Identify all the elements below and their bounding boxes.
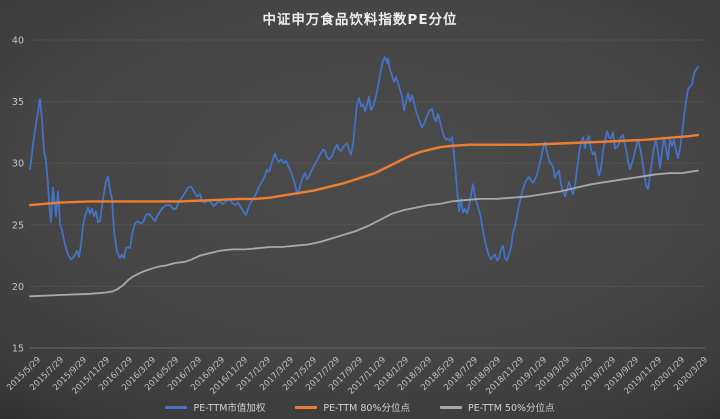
y-tick-label: 35 xyxy=(12,97,24,108)
gridlines xyxy=(30,39,705,349)
series-line-1 xyxy=(28,133,700,207)
y-tick-label: 30 xyxy=(12,159,24,170)
y-tick-label: 40 xyxy=(12,36,24,47)
series-line-2 xyxy=(29,169,699,298)
legend-item-2: PE-TTM 50%分位点 xyxy=(439,400,555,414)
legend-swatch-icon xyxy=(439,405,462,409)
y-axis-labels: 40 35 30 25 20 15 xyxy=(12,36,24,355)
legend-label: PE-TTM市值加权 xyxy=(193,403,266,414)
y-tick-label: 20 xyxy=(12,282,24,293)
x-axis-labels: 2015/5/292015/7/292015/9/292015/11/29201… xyxy=(5,355,710,397)
series-line-0 xyxy=(29,56,699,262)
legend-item-1: PE-TTM 80%分位点 xyxy=(295,400,410,414)
chart-title: 中证申万食品饮料指数PE分位 xyxy=(262,12,458,28)
y-tick-label: 25 xyxy=(12,220,24,231)
legend-label: PE-TTM 50%分位点 xyxy=(467,403,555,414)
y-tick-label: 15 xyxy=(12,344,24,355)
legend-swatch-icon xyxy=(295,405,318,409)
legend-swatch-icon xyxy=(165,405,188,409)
chart-legend: PE-TTM市值加权 PE-TTM 80%分位点 PE-TTM 50%分位点 xyxy=(0,400,720,414)
legend-item-0: PE-TTM市值加权 xyxy=(165,400,265,414)
legend-label: PE-TTM 80%分位点 xyxy=(323,403,410,414)
